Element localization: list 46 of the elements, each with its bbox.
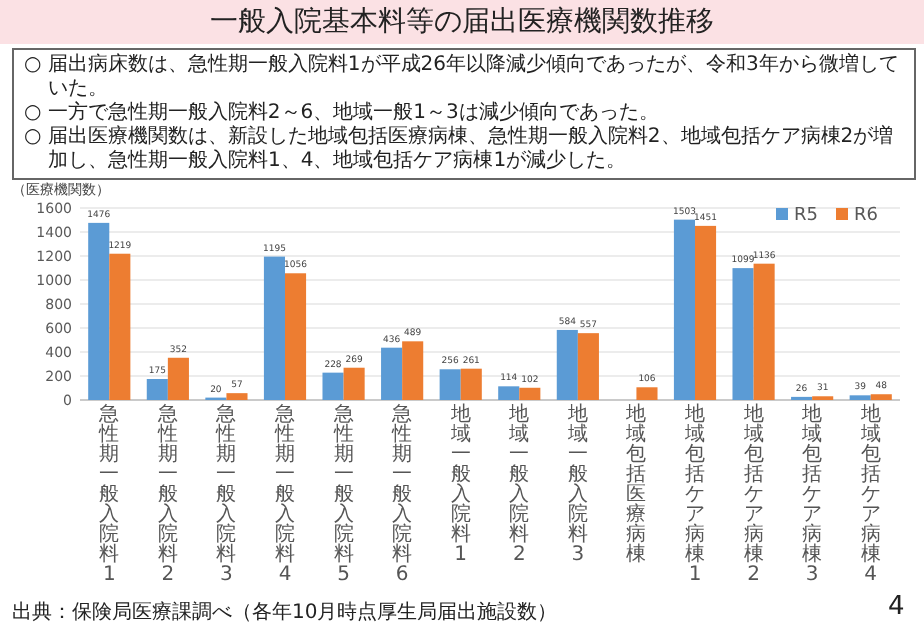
x-tick-label: 地域一般入院料2 xyxy=(507,404,532,566)
bar xyxy=(870,394,892,400)
bar xyxy=(673,219,695,400)
category-label: 急性期一般入院料6 xyxy=(392,404,413,586)
bar xyxy=(381,347,403,400)
bar xyxy=(263,256,285,400)
bar xyxy=(322,372,344,400)
category-label: 地域包括ケア病棟1 xyxy=(685,404,705,586)
source-note: 出典：保険局医療課調べ（各年10月時点厚生局届出施設数） xyxy=(12,599,558,626)
bar xyxy=(519,387,541,400)
bar xyxy=(695,225,717,400)
category-label: 地域包括ケア病棟4 xyxy=(860,404,881,586)
legend-label: R5 xyxy=(794,206,818,226)
text: ○ 届出病床数は、急性期一般入院料1が平成26年以降減少傾向であったが、令和3年から微増していた。 xyxy=(24,54,901,101)
category-label: 急性期一般入院料1 xyxy=(99,404,120,586)
category-label: 急性期一般入院料2 xyxy=(157,404,178,586)
chart-title: 一般入院基本料等の届出医療機関数推移 xyxy=(0,0,924,44)
bar xyxy=(732,268,754,400)
bar xyxy=(88,222,110,400)
bar xyxy=(285,273,307,400)
bar xyxy=(498,386,520,400)
bar xyxy=(439,369,461,400)
bar xyxy=(109,253,131,400)
text: 4 xyxy=(278,564,292,586)
bar xyxy=(167,357,189,400)
x-tick-label: 地域一般入院料1 xyxy=(448,404,473,566)
text: ○ 一方で急性期一般入院料2～6、地域一般1～3は減少傾向であった。 xyxy=(24,102,661,125)
category-label: 地域包括ケア病棟3 xyxy=(802,404,823,586)
bar xyxy=(226,393,248,400)
x-tick-label: 地域包括医療病棟 xyxy=(624,404,649,566)
legend-label: R6 xyxy=(854,206,879,226)
x-tick-label: 地域一般入院料3 xyxy=(565,404,590,566)
category-label: 急性期一般入院料3 xyxy=(216,404,237,586)
bar xyxy=(636,387,658,400)
bar xyxy=(402,341,424,400)
category-label: 地域包括ケア病棟2 xyxy=(743,404,764,586)
bar xyxy=(460,368,482,400)
bar xyxy=(343,367,365,400)
bar xyxy=(556,329,578,400)
bar xyxy=(577,333,599,400)
text: 4 xyxy=(888,592,905,622)
category-label: 急性期一般入院料 xyxy=(275,404,295,566)
bar xyxy=(146,379,168,400)
category-label: 急性期一般入院料5 xyxy=(333,404,354,586)
text: ○ 届出医療機関数は、新設した地域包括医療病棟、急性期一般入院料2、地域包括ケア病棟2が増加し、急性期一般入院料1、4、地域包括ケア病棟1が減少した。 xyxy=(24,126,896,174)
bar xyxy=(753,263,775,400)
